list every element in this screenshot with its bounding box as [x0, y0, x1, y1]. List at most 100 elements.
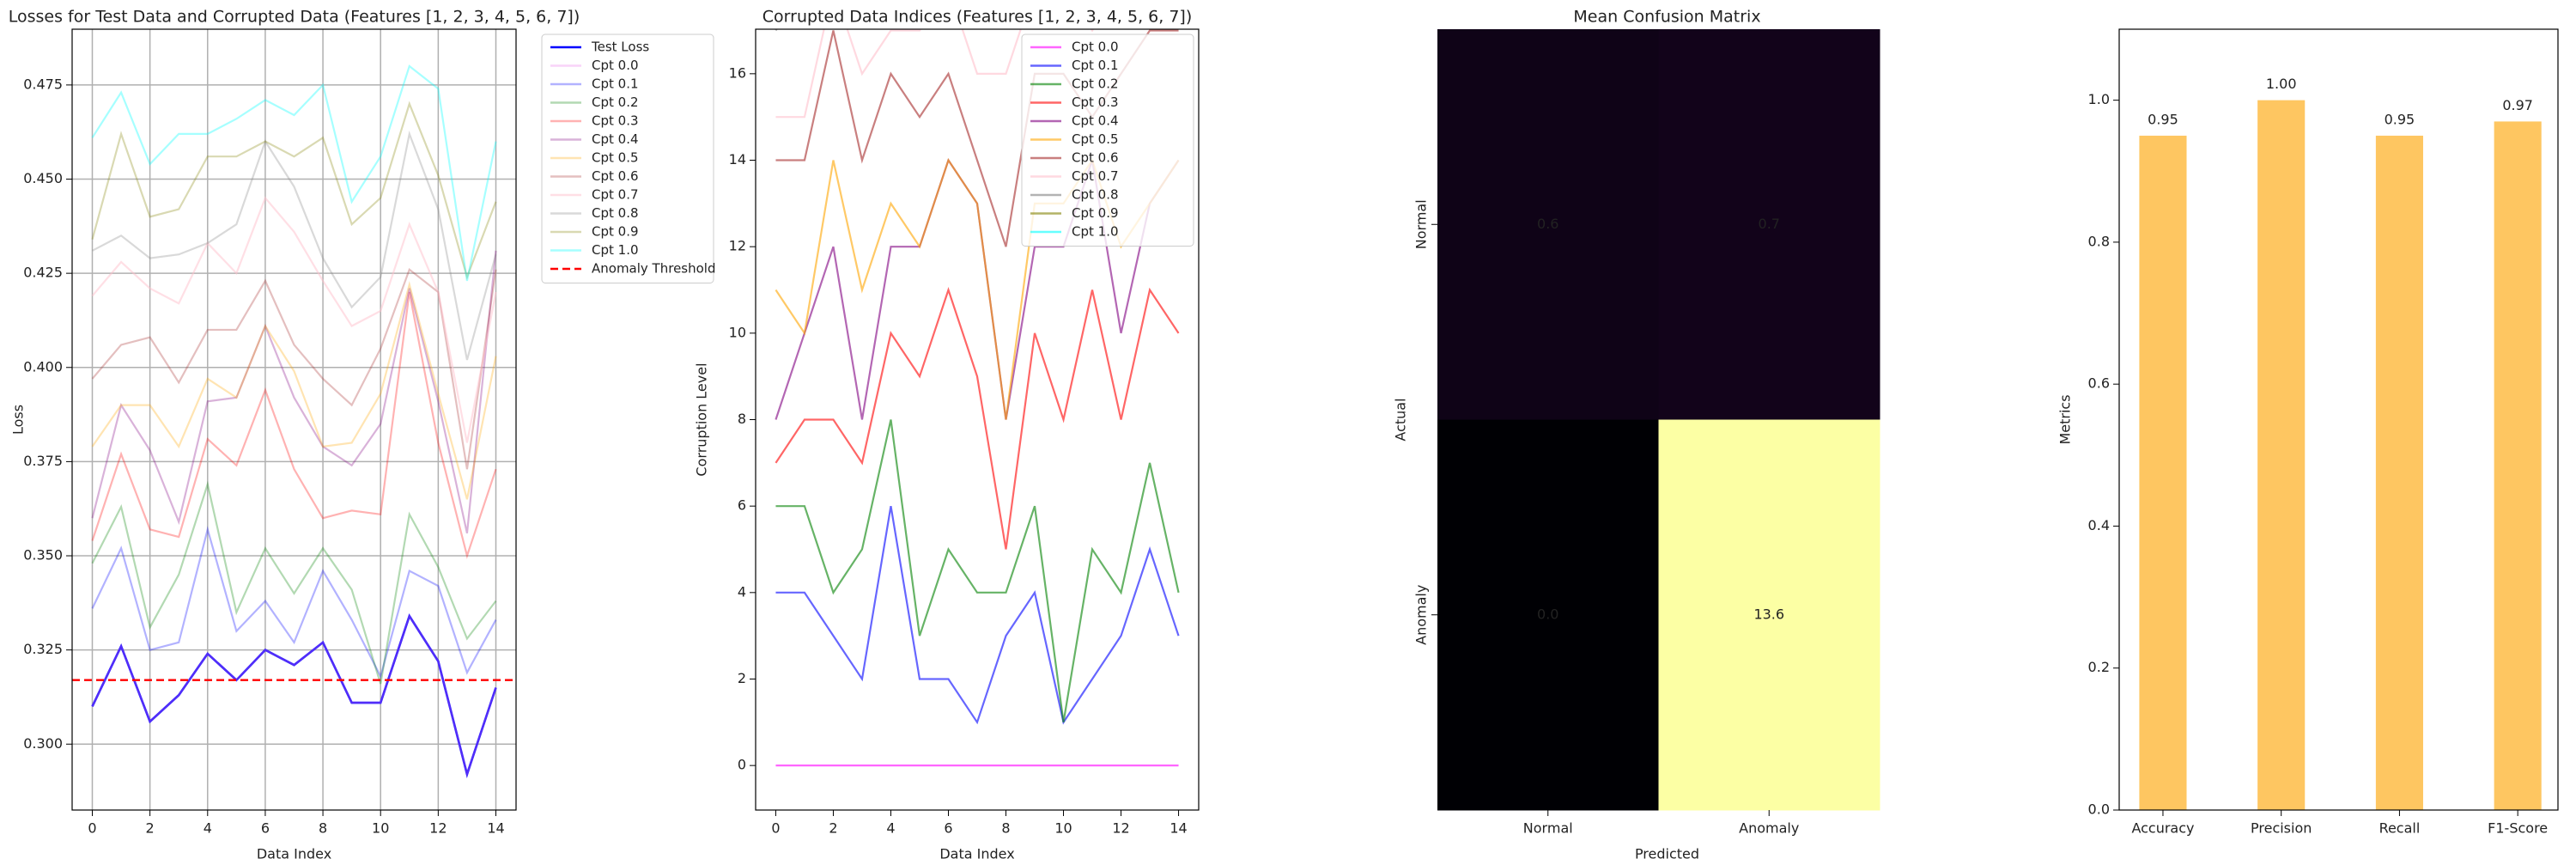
chart-title: Corrupted Data Indices (Features [1, 2, …	[762, 8, 1192, 27]
legend-label: Cpt 0.1	[1072, 58, 1119, 73]
series-line	[775, 287, 1180, 550]
bar	[2139, 135, 2187, 811]
x-axis-label: Predicted	[1635, 846, 1699, 859]
series-line	[91, 101, 497, 281]
y-tick-label: 0.6	[2088, 375, 2110, 392]
y-axis-label: Loss	[10, 405, 27, 435]
legend-label: Cpt 0.1	[592, 76, 639, 92]
x-tick-label: 14	[487, 820, 504, 837]
legend-label: Cpt 0.5	[592, 150, 639, 166]
legend-label: Cpt 0.5	[1072, 131, 1119, 147]
axes-frame	[755, 28, 1200, 811]
series-line	[91, 250, 497, 533]
y-tick-label: 0	[738, 757, 746, 773]
heatmap-cell	[1437, 29, 1659, 420]
y-tick-label: 0.400	[23, 358, 63, 375]
heatmap-cell	[1658, 29, 1880, 420]
chart-title: Losses for Test Data and Corrupted Data …	[9, 8, 580, 27]
series-line	[775, 29, 1095, 119]
y-tick-label: 8	[738, 411, 746, 427]
x-tick-label: F1-Score	[2488, 820, 2548, 837]
series-line	[775, 505, 1180, 725]
cell-label: 0.7	[1759, 216, 1780, 232]
y-tick-label: 1.0	[2088, 91, 2110, 107]
series-line	[91, 196, 497, 443]
legend-label: Cpt 0.4	[1072, 113, 1119, 129]
series-line	[91, 280, 497, 500]
x-axis-label: Data Index	[939, 846, 1014, 859]
y-tick-label: 0.4	[2088, 517, 2110, 533]
y-tick-label: 0.2	[2088, 659, 2110, 675]
x-axis-label: Data Index	[257, 846, 331, 859]
series-line	[91, 480, 497, 685]
y-tick-label: Anomaly	[1413, 585, 1430, 645]
y-tick-label: 0.375	[23, 453, 63, 469]
series-line	[91, 613, 497, 778]
bar-value-label: 0.97	[2502, 97, 2533, 113]
series-line	[91, 613, 497, 778]
cell-label: 0.6	[1537, 216, 1558, 232]
x-tick-label: 10	[372, 820, 389, 837]
legend-label: Cpt 0.7	[592, 187, 639, 203]
y-tick-label: 12	[729, 238, 746, 254]
bar-value-label: 0.95	[2148, 111, 2178, 127]
legend-label: Test Loss	[591, 40, 649, 55]
x-tick-label: 8	[1001, 820, 1010, 837]
legend-label: Cpt 0.9	[592, 224, 639, 240]
legend-box	[1021, 34, 1194, 247]
legend-label: Cpt 0.7	[1072, 168, 1119, 184]
legend-label: Cpt 0.8	[592, 205, 639, 221]
legend-label: Cpt 0.8	[1072, 187, 1119, 203]
y-tick-label: 0.475	[23, 76, 63, 92]
y-tick-label: 0.350	[23, 547, 63, 564]
heatmap-cell	[1658, 419, 1880, 811]
x-tick-label: 0	[88, 820, 96, 837]
legend-label: Cpt 0.0	[1072, 40, 1119, 55]
y-tick-label: 0.450	[23, 170, 63, 186]
bar	[2257, 100, 2306, 811]
series-line	[91, 526, 497, 679]
y-tick-label: 0.0	[2088, 801, 2110, 818]
series-line	[775, 419, 1180, 723]
cell-label: 13.6	[1753, 606, 1784, 622]
legend-label: Cpt 0.9	[1072, 205, 1119, 221]
bar-value-label: 0.95	[2385, 111, 2415, 127]
x-tick-label: 4	[204, 820, 212, 837]
series-line	[91, 267, 497, 470]
x-tick-label: Accuracy	[2131, 820, 2194, 837]
x-tick-label: 4	[886, 820, 895, 837]
series-line	[91, 130, 497, 361]
axes-frame	[71, 28, 517, 811]
x-tick-label: 2	[829, 820, 837, 837]
bar-value-label: 1.00	[2266, 76, 2297, 92]
y-tick-label: 0.325	[23, 641, 63, 657]
x-tick-label: 10	[1054, 820, 1072, 837]
x-tick-label: 12	[429, 820, 447, 837]
x-tick-label: Precision	[2251, 820, 2312, 837]
y-tick-label: 6	[738, 497, 746, 514]
legend-label: Cpt 0.4	[592, 131, 639, 147]
y-tick-label: 10	[729, 324, 746, 340]
legend-label: Cpt 0.0	[592, 58, 639, 73]
x-tick-label: 0	[771, 820, 780, 837]
y-tick-label: 4	[738, 583, 746, 600]
x-tick-label: 6	[261, 820, 270, 837]
plot-area	[91, 64, 497, 778]
series-line	[91, 64, 497, 282]
legend-label: Cpt 1.0	[1072, 224, 1119, 240]
x-tick-label: 6	[944, 820, 952, 837]
y-tick-label: 0.8	[2088, 233, 2110, 249]
x-tick-label: Normal	[1523, 820, 1573, 837]
y-tick-label: 0.300	[23, 735, 63, 752]
y-tick-label: 0.425	[23, 265, 63, 281]
legend-label: Cpt 0.2	[592, 94, 639, 110]
x-tick-label: Recall	[2379, 820, 2421, 837]
y-axis-label: Metrics	[2057, 394, 2074, 444]
legend-label: Cpt 0.6	[1072, 150, 1119, 166]
heatmap-cell	[1437, 419, 1659, 811]
series-line	[91, 291, 497, 559]
legend-box	[541, 34, 714, 283]
legend-label: Cpt 0.3	[1072, 94, 1119, 110]
